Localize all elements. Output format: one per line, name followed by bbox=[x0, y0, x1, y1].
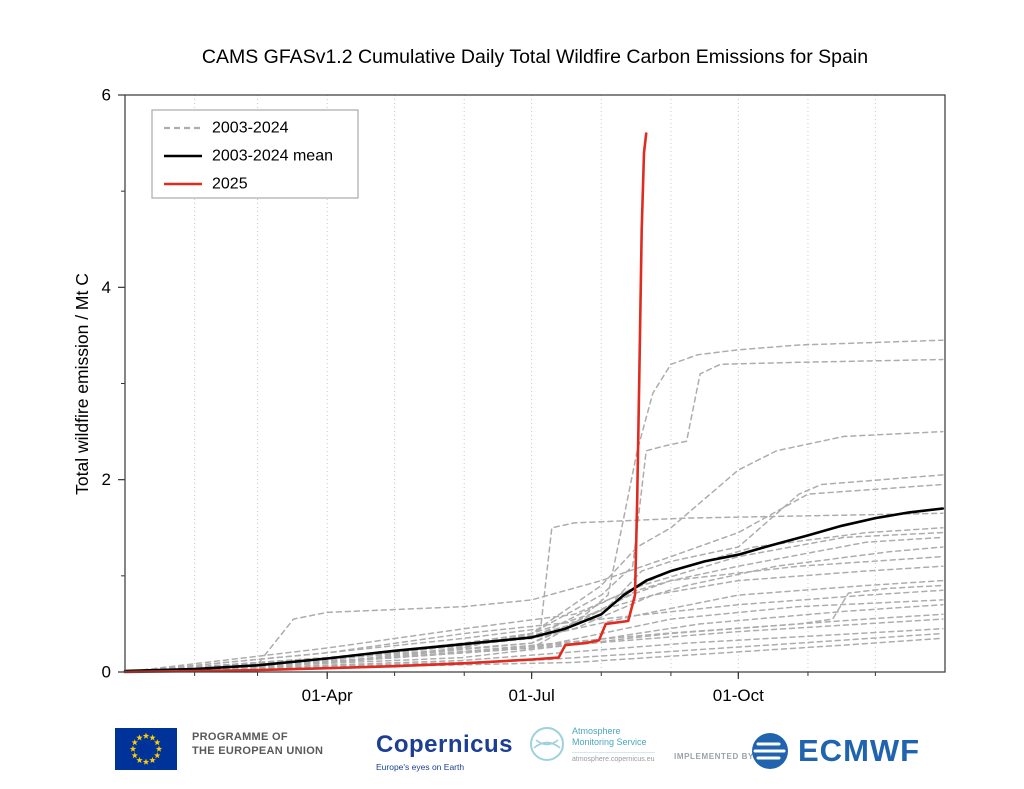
legend: 2003-2024 2003-2024 mean 2025 bbox=[151, 109, 359, 199]
ams-name-line1: Atmosphere bbox=[572, 725, 621, 736]
series-lines bbox=[123, 132, 945, 674]
ams-globe-icon bbox=[530, 727, 564, 761]
legend-label-2025: 2025 bbox=[212, 176, 248, 193]
plot-svg: CAMS GFASv1.2 Cumulative Daily Total Wil… bbox=[72, 46, 946, 705]
axis-ticks bbox=[118, 94, 876, 679]
y-tick-label-6: 6 bbox=[102, 86, 111, 105]
ecmwf-globe-icon bbox=[752, 733, 788, 769]
ecmwf-wordmark: ECMWF bbox=[798, 733, 921, 768]
eu-programme-line2: THE EUROPEAN UNION bbox=[192, 745, 324, 757]
x-tick-label-jul: 01-Jul bbox=[508, 686, 554, 705]
y-tick-label-2: 2 bbox=[102, 470, 111, 489]
y-tick-label-4: 4 bbox=[102, 278, 111, 297]
copernicus-tagline: Europe's eyes on Earth bbox=[376, 762, 465, 772]
eu-stars bbox=[129, 732, 163, 765]
x-tick-label-oct: 01-Oct bbox=[713, 686, 764, 705]
ams-url: atmosphere.copernicus.eu bbox=[572, 751, 655, 763]
plot-frame bbox=[124, 94, 946, 673]
copernicus-logo: Copernicus Europe's eyes on Earth bbox=[376, 731, 513, 772]
eu-flag-logo bbox=[115, 728, 177, 775]
atmosphere-monitoring-service-logo: Atmosphere Monitoring Service atmosphere… bbox=[528, 725, 655, 763]
ecmwf-logo: ECMWF bbox=[748, 729, 920, 773]
y-axis-label: Total wildfire emission / Mt C bbox=[72, 273, 92, 495]
implemented-by-label: IMPLEMENTED BY bbox=[674, 752, 754, 761]
y-tick-label-0: 0 bbox=[102, 663, 111, 682]
copernicus-wordmark: Copernicus bbox=[376, 731, 514, 758]
chart-title: CAMS GFASv1.2 Cumulative Daily Total Wil… bbox=[202, 46, 868, 68]
legend-label-members: 2003-2024 bbox=[212, 120, 289, 137]
x-tick-label-apr: 01-Apr bbox=[302, 686, 353, 705]
eu-programme-line1: PROGRAMME OF bbox=[192, 731, 288, 743]
eu-programme-label: PROGRAMME OF THE EUROPEAN UNION bbox=[192, 730, 323, 758]
ams-name-line2: Monitoring Service bbox=[572, 736, 647, 747]
footer-logo-strip: PROGRAMME OF THE EUROPEAN UNION Copernic… bbox=[0, 715, 1024, 789]
legend-label-mean: 2003-2024 mean bbox=[212, 148, 333, 165]
